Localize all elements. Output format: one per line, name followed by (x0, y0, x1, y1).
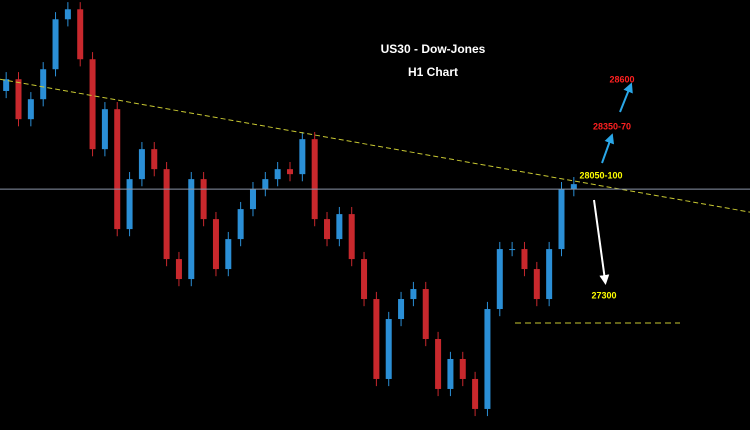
chart-title: US30 - Dow-Jones (381, 42, 486, 56)
annotation: 28350-70 (593, 121, 631, 131)
arrow (619, 82, 633, 113)
annotation: 27300 (591, 290, 616, 300)
arrow (601, 133, 615, 164)
chart-subtitle: H1 Chart (408, 65, 458, 79)
arrow (593, 199, 610, 285)
annotation: 28600 (609, 74, 634, 84)
trendline (0, 78, 750, 213)
annotation: 28050-100 (579, 170, 622, 180)
